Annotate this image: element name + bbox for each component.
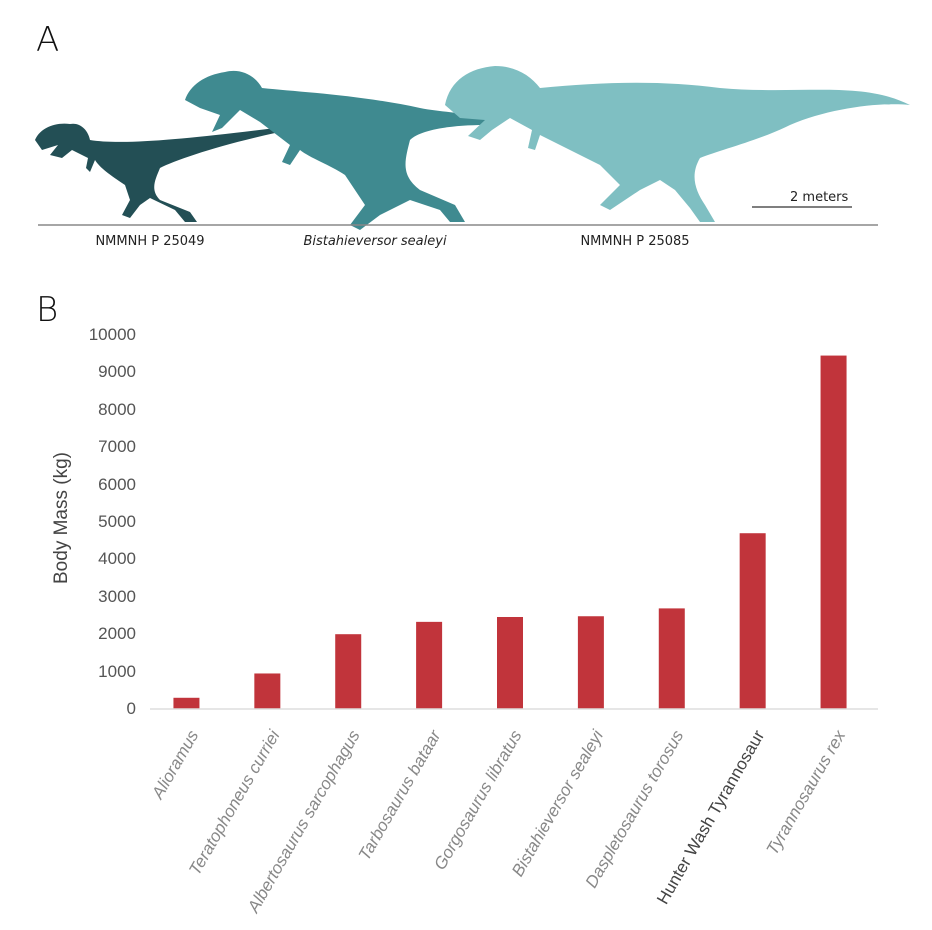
bar (658, 608, 685, 709)
bar (739, 533, 766, 709)
bar (820, 355, 847, 709)
y-tick-label: 3000 (98, 586, 136, 606)
y-tick-label: 8000 (98, 399, 136, 419)
dinosaur-silhouette-large (445, 66, 910, 222)
bar (416, 621, 443, 709)
y-tick-label: 0 (126, 699, 136, 718)
bar (254, 673, 281, 709)
y-tick-label: 7000 (98, 437, 136, 457)
panel-a-letter: A (36, 20, 60, 60)
y-tick-label: 6000 (98, 474, 136, 494)
bar (497, 616, 523, 709)
y-tick-label: 10000 (88, 325, 136, 344)
bar (335, 634, 362, 709)
y-tick-label: 4000 (98, 549, 136, 569)
y-tick-label: 2000 (98, 624, 136, 644)
y-tick-label: 1000 (98, 661, 136, 681)
dinosaur-silhouette-small (35, 123, 275, 222)
scale-bar-label: 2 meters (790, 190, 849, 205)
silhouette-label: Bistahieversor sealeyi (303, 234, 447, 249)
bar (577, 616, 604, 709)
silhouette-label: NMMNH P 25049 (95, 234, 205, 249)
silhouette-label: NMMNH P 25085 (580, 234, 690, 249)
panel-b-letter: B (36, 290, 59, 330)
y-tick-label: 5000 (98, 512, 136, 531)
silhouette-panel (35, 66, 910, 230)
y-tick-label: 9000 (98, 362, 136, 382)
bar (173, 697, 200, 709)
dinosaur-silhouette-medium (185, 70, 485, 230)
